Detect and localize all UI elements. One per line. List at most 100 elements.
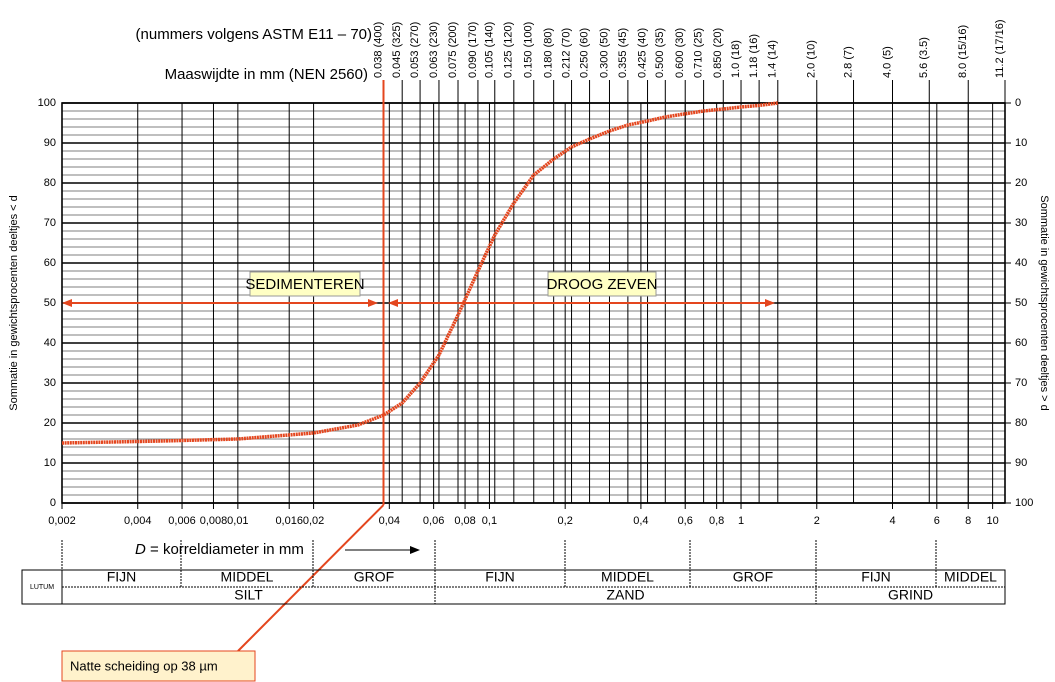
y2-tick-label: 50	[1015, 297, 1027, 309]
x2-tick-label: 0.355 (45)	[617, 28, 629, 78]
x-tick-label: 6	[934, 515, 940, 527]
x2-tick-label: 0.038 (400)	[373, 22, 385, 78]
y-tick-label: 30	[44, 377, 56, 389]
x2-tick-label: 0.180 (80)	[543, 28, 555, 78]
annotation: Natte scheiding op 38 µm	[70, 658, 218, 673]
y2-tick-label: 0	[1015, 97, 1021, 109]
x-tick-label: 2	[814, 515, 820, 527]
subclass: MIDDEL	[221, 569, 274, 585]
x-tick-label: 0,04	[379, 515, 400, 527]
y2-tick-label: 60	[1015, 337, 1027, 349]
arrows	[62, 80, 775, 652]
x2-tick-label: 5.6 (3.5)	[918, 37, 930, 78]
x2-tick-label: 0.150 (100)	[523, 22, 535, 78]
x2-tick-label: 0.710 (25)	[693, 28, 705, 78]
subclass: MIDDEL	[601, 569, 654, 585]
subclass: FIJN	[861, 569, 891, 585]
x-tick-label: 0,006	[168, 515, 196, 527]
y-tick-label: 10	[44, 457, 56, 469]
fraction: ZAND	[606, 587, 644, 603]
x-tick-label: 8	[965, 515, 971, 527]
x-tick-label: 1	[738, 515, 744, 527]
y-tick-label: 20	[44, 417, 56, 429]
y2-tick-label: 100	[1015, 497, 1033, 509]
y-tick-label: 100	[38, 97, 56, 109]
x2-tick-label: 1.18 (16)	[748, 34, 760, 78]
subclass: MIDDEL	[944, 569, 997, 585]
x2-tick-label: 0.500 (35)	[654, 28, 666, 78]
x2-tick-label: 1.4 (14)	[767, 40, 779, 78]
x-tick-label: 0,2	[558, 515, 573, 527]
y-tick-label: 90	[44, 137, 56, 149]
x2-tick-label: 2.8 (7)	[842, 46, 854, 78]
data-line	[61, 101, 779, 445]
x-tick-label: 4	[889, 515, 895, 527]
header-nen: Maaswijdte in mm (NEN 2560)	[165, 66, 368, 83]
x-tick-label: 0,02	[303, 515, 324, 527]
y-tick-label: 60	[44, 257, 56, 269]
x2-tick-label: 4.0 (5)	[881, 46, 893, 78]
lutum: LUTUM	[30, 584, 54, 591]
x-axis-title: D = korreldiameter in mm	[135, 541, 304, 558]
x-arrow	[345, 546, 420, 554]
x2-tick-label: 0.600 (30)	[674, 28, 686, 78]
subclass: FIJN	[485, 569, 515, 585]
x2-tick-label: 0.053 (270)	[409, 22, 421, 78]
y-tick-label: 40	[44, 337, 56, 349]
classification: LUTUM SILT FIJN MIDDEL GROF ZAND FIJN MIDDEL GRO…	[21, 540, 1006, 605]
label-box	[61, 650, 256, 682]
x2-tick-label: 2.0 (10)	[806, 40, 818, 78]
y2-tick-label: 70	[1015, 377, 1027, 389]
x2-tick-label: 0.212 (70)	[560, 28, 572, 78]
x-axis-title-text: = korreldiameter in mm	[150, 541, 304, 558]
x2-tick-label: 0.250 (60)	[578, 28, 590, 78]
y2-axis-title: Sommatie in gewichtsprocenten deeltjes >…	[1038, 195, 1050, 411]
y-tick-label: 0	[50, 497, 56, 509]
x2-tick-label: 1.0 (18)	[730, 40, 742, 78]
fraction: SILT	[234, 587, 263, 603]
x-tick-label: 0,8	[709, 515, 724, 527]
x-tick-label: 0,002	[48, 515, 76, 527]
y-tick-label: 50	[44, 297, 56, 309]
x2-tick-label: 0.075 (200)	[447, 22, 459, 78]
x-tick-label: 0,4	[633, 515, 648, 527]
annotation: SEDIMENTEREN	[245, 276, 364, 293]
x2-tick-label: 11.2 (17/16)	[994, 19, 1006, 78]
x-tick-label: 0,06	[423, 515, 444, 527]
x2-tick-label: 0.105 (140)	[484, 22, 496, 78]
y2-tick-label: 30	[1015, 217, 1027, 229]
header-astm: (nummers volgens ASTM E11 – 70)	[136, 26, 372, 43]
x-tick-label: 0,01	[227, 515, 248, 527]
x-tick-label: 0,016	[275, 515, 303, 527]
grid	[61, 80, 1006, 509]
subclass: GROF	[354, 569, 394, 585]
x2-tick-label: 8.0 (15/16)	[957, 25, 969, 78]
subclass: GROF	[733, 569, 773, 585]
y2-tick-label: 20	[1015, 177, 1027, 189]
y-tick-label: 80	[44, 177, 56, 189]
x2-tick-label: 0.063 (230)	[428, 22, 440, 78]
x-tick-label: 0,6	[678, 515, 693, 527]
x2-tick-label: 0.045 (325)	[391, 22, 403, 78]
annotation: DROOG ZEVEN	[547, 276, 658, 293]
subclass: FIJN	[107, 569, 137, 585]
marks	[61, 101, 779, 445]
x-tick-label: 0,1	[482, 515, 497, 527]
x-tick-label: 0,004	[124, 515, 152, 527]
y2-tick-label: 10	[1015, 137, 1027, 149]
label-box	[547, 271, 657, 297]
x2-tick-label: 0.425 (40)	[636, 28, 648, 78]
x-tick-label: 0,008	[200, 515, 228, 527]
fraction: GRIND	[888, 587, 933, 603]
label-box	[249, 271, 361, 297]
x-tick-label: 0,08	[454, 515, 475, 527]
x2-tick-label: 0.125 (120)	[503, 22, 515, 78]
y2-tick-label: 80	[1015, 417, 1027, 429]
x2-tick-label: 0.300 (50)	[598, 28, 610, 78]
y2-tick-label: 40	[1015, 257, 1027, 269]
x-axis-title-var: D	[135, 541, 146, 558]
y2-tick-label: 90	[1015, 457, 1027, 469]
x2-tick-label: 0.850 (20)	[712, 28, 724, 78]
y-axis-title: Sommatie in gewichtsprocenten deeltjes <…	[8, 195, 20, 411]
